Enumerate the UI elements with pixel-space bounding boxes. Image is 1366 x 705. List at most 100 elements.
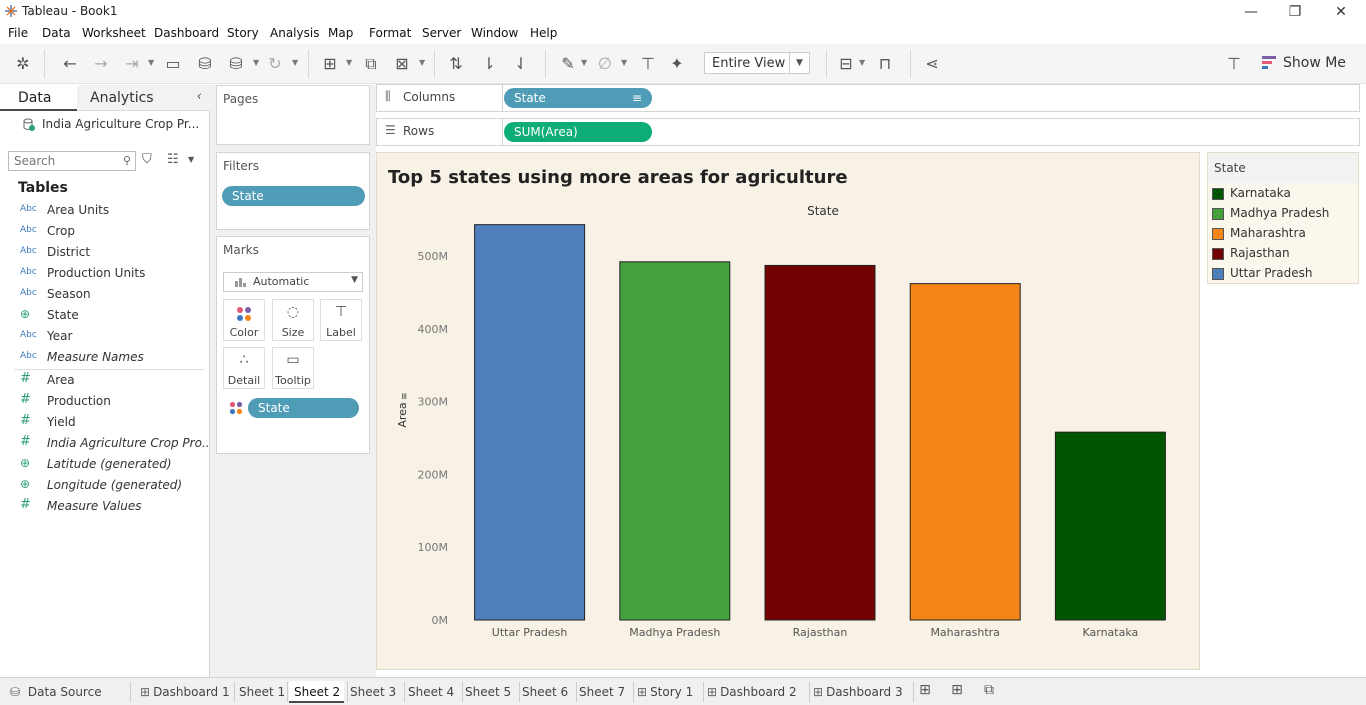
sheet-tab[interactable]: Sheet 5: [464, 681, 516, 703]
field-item[interactable]: # Production: [20, 392, 205, 412]
restore-button[interactable]: ❐: [1288, 4, 1302, 20]
sheet-tab[interactable]: Sheet 3: [349, 681, 401, 703]
field-item[interactable]: ⊕ State: [20, 306, 205, 326]
undo-icon[interactable]: ←: [63, 54, 77, 73]
field-item[interactable]: # India Agriculture Crop Pro...: [20, 434, 213, 454]
menu-analysis[interactable]: Analysis: [270, 26, 320, 40]
mark-type-select[interactable]: Automatic ▼: [223, 272, 363, 292]
sheet-tab[interactable]: Sheet 6: [521, 681, 573, 703]
search-input[interactable]: [14, 154, 114, 168]
columns-shelf[interactable]: ⫼ Columns State ≡: [376, 84, 1360, 112]
sort-descending-icon[interactable]: ⇃: [514, 54, 528, 73]
chevron-down-icon[interactable]: ▼: [789, 53, 809, 73]
tab-analytics[interactable]: Analytics ‹: [77, 85, 210, 111]
field-item[interactable]: Abc District: [20, 243, 205, 263]
field-item[interactable]: # Measure Values: [20, 497, 205, 517]
menu-map[interactable]: Map: [328, 26, 354, 40]
refresh-icon[interactable]: ↻: [268, 54, 282, 73]
legend-item[interactable]: Rajasthan: [1212, 244, 1356, 264]
presentation-mode-icon[interactable]: ⊓: [878, 54, 892, 73]
detail-button[interactable]: ∴ Detail: [223, 347, 265, 389]
chevron-down-icon[interactable]: ▼: [351, 275, 358, 285]
menu-format[interactable]: Format: [369, 26, 412, 40]
field-item[interactable]: Abc Season: [20, 285, 205, 305]
menu-story[interactable]: Story: [227, 26, 259, 40]
highlight-icon[interactable]: ✎: [561, 54, 575, 73]
menu-worksheet[interactable]: Worksheet: [82, 26, 146, 40]
field-item[interactable]: ⊕ Longitude (generated): [20, 476, 205, 496]
menu-file[interactable]: File: [8, 26, 29, 40]
sheet-tab[interactable]: ⊞ Dashboard 2: [706, 681, 806, 703]
collapse-chevron-icon[interactable]: ‹: [196, 89, 202, 104]
chevron-down-icon[interactable]: ▼: [859, 58, 866, 67]
sheet-tab[interactable]: Sheet 1: [238, 681, 285, 703]
size-button[interactable]: ◌ Size: [272, 299, 314, 341]
menu-data[interactable]: Data: [42, 26, 71, 40]
clear-sheet-icon[interactable]: ⊠: [395, 54, 409, 73]
filters-card[interactable]: Filters State: [216, 152, 370, 230]
sheet-tab[interactable]: ⊞ Story 1: [636, 681, 700, 703]
replay-icon[interactable]: ⇥: [125, 54, 139, 73]
field-item[interactable]: ⊕ Latitude (generated): [20, 455, 205, 475]
redo-icon[interactable]: →: [94, 54, 108, 73]
field-item[interactable]: Abc Year: [20, 327, 205, 347]
chevron-down-icon[interactable]: ▼: [581, 58, 588, 67]
pause-updates-icon[interactable]: ⛁: [229, 54, 243, 73]
sheet-tab[interactable]: Sheet 2: [289, 681, 344, 703]
chevron-down-icon[interactable]: ▼: [253, 58, 260, 67]
legend-item[interactable]: Madhya Pradesh: [1212, 204, 1356, 224]
menu-dashboard[interactable]: Dashboard: [154, 26, 220, 40]
field-item[interactable]: Abc Production Units: [20, 264, 205, 284]
new-dashboard-tab-icon[interactable]: ⊞: [951, 682, 963, 698]
search-field[interactable]: ⚲: [8, 151, 136, 171]
field-item[interactable]: Abc Measure Names: [20, 348, 205, 368]
columns-pill-state[interactable]: State ≡: [504, 88, 652, 108]
bar-chart[interactable]: State Area ≡ 0M 100M 200M 300M 400M 500M Uttar Pr…: [376, 195, 1200, 645]
swap-rows-columns-icon[interactable]: ⇅: [449, 54, 463, 73]
chevron-down-icon[interactable]: ▼: [621, 58, 628, 67]
sheet-tab[interactable]: ⊞ Dashboard 1: [139, 681, 231, 703]
sheet-tab[interactable]: Sheet 7: [578, 681, 630, 703]
field-item[interactable]: # Yield: [20, 413, 205, 433]
chevron-down-icon[interactable]: ▼: [188, 155, 195, 164]
new-worksheet-tab-icon[interactable]: ⊞: [919, 682, 931, 698]
fit-view-select[interactable]: Entire View ▼: [704, 52, 810, 74]
sort-ascending-icon[interactable]: ⇂: [482, 54, 496, 73]
chevron-down-icon[interactable]: ▼: [292, 58, 299, 67]
legend-item[interactable]: Maharashtra: [1212, 224, 1356, 244]
label-button[interactable]: ⊤ Label: [320, 299, 362, 341]
duplicate-sheet-icon[interactable]: ⧉: [365, 54, 377, 73]
filter-pill-state[interactable]: State: [222, 186, 365, 206]
menu-window[interactable]: Window: [471, 26, 519, 40]
show-mark-labels-icon[interactable]: ⊤: [641, 54, 655, 73]
rows-shelf[interactable]: ☰ Rows SUM(Area): [376, 118, 1360, 146]
chevron-down-icon[interactable]: ▼: [419, 58, 426, 67]
field-item[interactable]: # Area: [20, 371, 205, 391]
show-cards-icon[interactable]: ⊟: [839, 54, 853, 73]
menu-help[interactable]: Help: [530, 26, 558, 40]
field-item[interactable]: Abc Crop: [20, 222, 205, 242]
group-members-icon[interactable]: ∅: [598, 54, 612, 73]
sheet-tab[interactable]: ⊞ Dashboard 3: [812, 681, 910, 703]
sheet-tab[interactable]: Sheet 4: [407, 681, 459, 703]
fix-axes-icon[interactable]: ✦: [670, 54, 684, 73]
pages-card[interactable]: Pages: [216, 85, 370, 145]
show-me-button[interactable]: Show Me: [1262, 52, 1362, 74]
tab-data-source[interactable]: ⛁ Data Source: [10, 681, 102, 703]
rows-pill-sum-area[interactable]: SUM(Area): [504, 122, 652, 142]
color-button[interactable]: Color: [223, 299, 265, 341]
close-button[interactable]: ✕: [1335, 4, 1347, 20]
tab-data[interactable]: Data: [0, 85, 77, 111]
tooltip-button[interactable]: ▭ Tooltip: [272, 347, 314, 389]
new-worksheet-icon[interactable]: ⊞: [323, 54, 337, 73]
marks-pill-state[interactable]: State: [248, 398, 359, 418]
field-item[interactable]: Abc Area Units: [20, 201, 205, 221]
menu-server[interactable]: Server: [422, 26, 462, 40]
legend-item[interactable]: Uttar Pradesh: [1212, 264, 1356, 284]
chevron-down-icon[interactable]: ▼: [148, 58, 155, 67]
legend-header[interactable]: State: [1208, 153, 1358, 183]
filter-icon[interactable]: ⛉: [142, 152, 152, 167]
new-datasource-icon[interactable]: ⛁: [198, 54, 212, 73]
tableau-home-icon[interactable]: ✲: [16, 54, 30, 73]
share-icon[interactable]: ⋖: [925, 54, 939, 73]
